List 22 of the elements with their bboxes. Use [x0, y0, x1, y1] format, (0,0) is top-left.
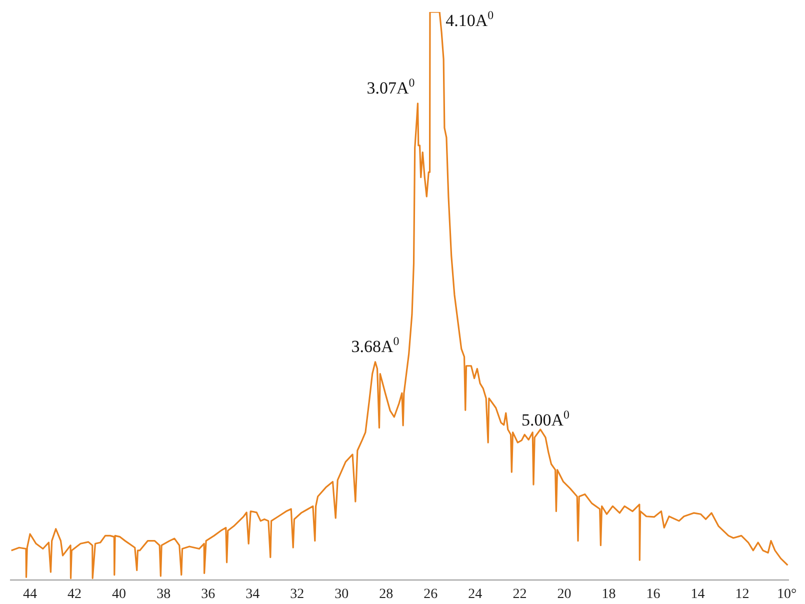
x-tick-label: 20 — [557, 587, 572, 602]
annotation: 5.00A$^{0}$ — [522, 407, 570, 430]
x-tick-label: 44 — [23, 587, 38, 602]
x-tick-label: 38 — [156, 587, 171, 602]
x-tick-label: 26 — [424, 587, 438, 602]
x-tick-label: 10° — [776, 587, 797, 602]
x-tick-label: 32 — [290, 587, 304, 602]
x-tick-label: 34 — [246, 587, 260, 602]
annotation: 3.07A$^{0}$ — [366, 75, 415, 98]
x-tick-label: 12 — [735, 587, 750, 602]
x-tick-label: 36 — [201, 587, 216, 602]
x-tick-label: 22 — [512, 587, 527, 602]
x-tick-label: 16 — [646, 587, 660, 602]
x-tick-label: 42 — [68, 587, 82, 602]
x-tick-label: 40 — [112, 587, 126, 602]
x-tick-label: 28 — [379, 587, 394, 602]
x-tick-label: 24 — [468, 587, 482, 602]
annotation: 4.10A$^{0}$ — [446, 8, 494, 30]
x-tick-label: 14 — [690, 587, 705, 602]
annotation: 3.68A$^{0}$ — [351, 334, 400, 356]
x-tick-label: 18 — [602, 587, 616, 602]
x-tick-label: 30 — [334, 587, 349, 602]
